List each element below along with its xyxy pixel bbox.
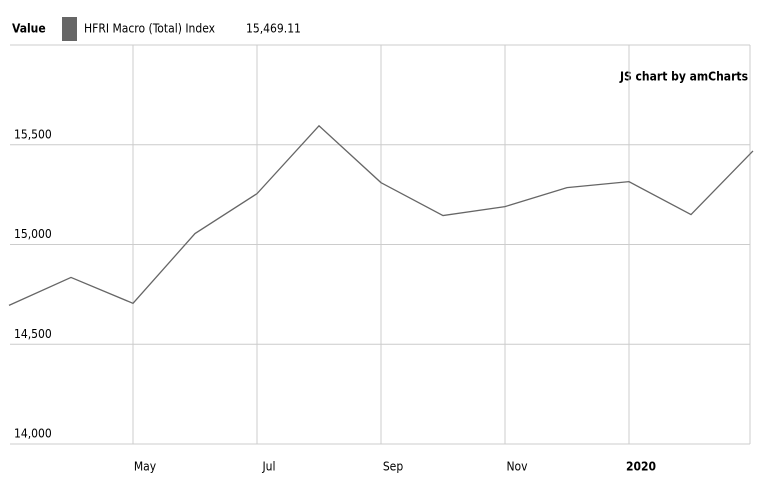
x-tick-label: Jul	[261, 460, 275, 474]
legend-title: Value	[12, 22, 46, 36]
y-tick-label: 14,000	[14, 427, 52, 441]
x-tick-label: Nov	[506, 460, 528, 474]
y-tick-label: 15,500	[14, 127, 52, 141]
x-tick-label: May	[134, 460, 157, 474]
line-series	[8, 124, 754, 306]
x-tick-label: 2020	[626, 460, 656, 474]
legend-swatch	[62, 17, 77, 41]
y-tick-label: 15,000	[14, 227, 52, 241]
x-tick-label: Sep	[383, 460, 404, 474]
legend-value: 15,469.11	[246, 22, 301, 36]
y-tick-label: 14,500	[14, 327, 52, 341]
legend-label: HFRI Macro (Total) Index	[84, 22, 216, 36]
credit: JS chart by amCharts	[619, 70, 748, 84]
